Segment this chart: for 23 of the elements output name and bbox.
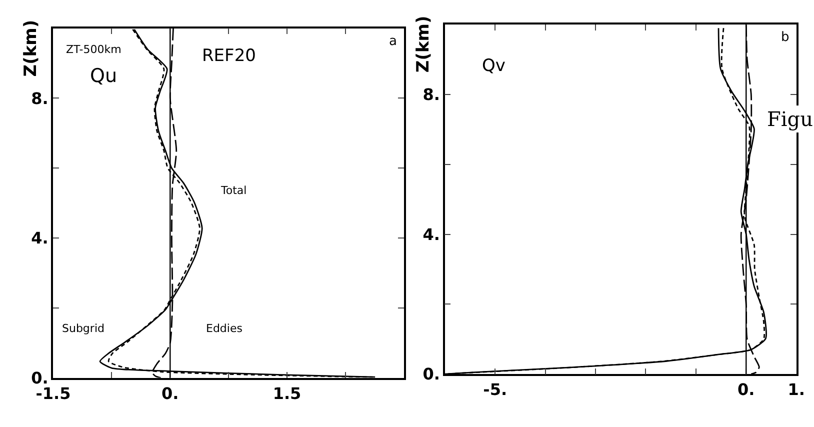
annotation: Figu bbox=[767, 107, 814, 131]
y-tick-label: 0. bbox=[422, 364, 440, 384]
x-tick-label: 1. bbox=[788, 380, 805, 399]
y-tick-label: 8. bbox=[422, 85, 440, 104]
y-tick-label: 8. bbox=[31, 88, 48, 108]
y-axis-title: Z(km) bbox=[20, 20, 41, 77]
annotation: Subgrid bbox=[62, 322, 104, 335]
x-tick-label: 0. bbox=[162, 384, 179, 403]
x-tick-label: -5. bbox=[483, 380, 508, 399]
x-tick-label: 1.5 bbox=[272, 384, 302, 403]
x-tick-label: 0. bbox=[738, 380, 755, 399]
annotation: Total bbox=[220, 184, 247, 197]
annotation: ZT-500km bbox=[66, 43, 122, 56]
annotation: a bbox=[389, 34, 397, 49]
y-axis-title: Z(km) bbox=[413, 16, 434, 73]
x-tick-label: -1.5 bbox=[36, 384, 71, 403]
annotation: REF20 bbox=[202, 46, 256, 66]
annotation: Qu bbox=[90, 65, 117, 87]
annotation: Eddies bbox=[206, 322, 243, 335]
y-tick-label: 4. bbox=[422, 224, 440, 244]
annotation: Qv bbox=[482, 56, 506, 76]
annotation: b bbox=[781, 30, 790, 45]
y-tick-label: 4. bbox=[31, 228, 48, 248]
